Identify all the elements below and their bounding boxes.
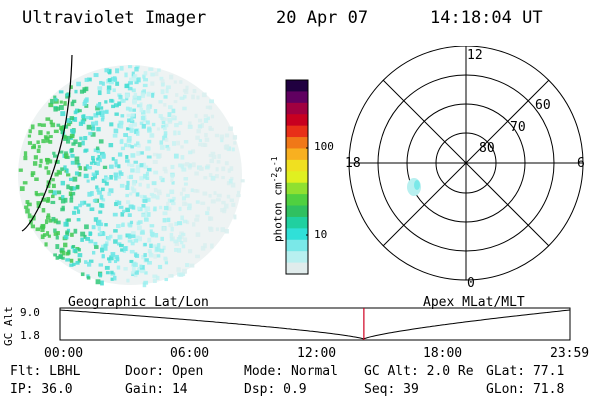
polar-label-6: 6 (577, 156, 585, 171)
timeline-xtick-1800: 18:00 (423, 346, 463, 361)
timeline-plot (59, 307, 571, 341)
colorbar-tick-10: 10 (314, 228, 328, 241)
timeline-ylabel: GC Alt (2, 306, 15, 346)
time-label: 14:18:04 UT (430, 8, 543, 28)
timeline-title-right: Apex MLat/MLT (423, 295, 525, 310)
instrument-title: Ultraviolet Imager (22, 8, 207, 28)
image-speckle (18, 65, 245, 288)
polar-label-70: 70 (510, 120, 526, 135)
timeline-xtick-0600: 06:00 (170, 346, 210, 361)
auroral-image (18, 55, 245, 288)
timeline-xtick-2359: 23:59 (550, 346, 590, 361)
polar-label-18: 18 (345, 156, 361, 171)
status-mode: Mode: Normal (244, 364, 338, 379)
timeline-frame (59, 307, 571, 341)
status-seq: Seq: 39 (364, 382, 419, 397)
polar-label-80: 80 (479, 141, 495, 156)
status-gcalt: GC Alt: 2.0 Re (364, 364, 474, 379)
timeline-xtick-0000: 00:00 (44, 346, 84, 361)
polar-grid (348, 46, 584, 281)
status-door: Door: Open (125, 364, 204, 379)
polar-label-60: 60 (535, 98, 551, 113)
timeline-xtick-1200: 12:00 (297, 346, 337, 361)
timeline-title-left: Geographic Lat/Lon (68, 295, 209, 310)
status-filter: Flt: LBHL (10, 364, 81, 379)
colorbar-gradient (286, 80, 308, 275)
colorbar (285, 79, 309, 275)
colorbar-label: photon cm-2s-1 (270, 156, 285, 242)
date-label: 20 Apr 07 (276, 8, 369, 28)
status-glat: GLat: 77.1 (486, 364, 565, 379)
polar-label-0: 0 (467, 276, 475, 291)
status-dsp: Dsp: 0.9 (244, 382, 307, 397)
altitude-curve (59, 309, 571, 340)
status-glon: GLon: 71.8 (486, 382, 565, 397)
colorbar-tick-100: 100 (314, 140, 334, 153)
status-ip: IP: 36.0 (10, 382, 73, 397)
timeline-ytick-9: 9.0 (20, 306, 40, 319)
terminator-line (21, 55, 73, 232)
timeline-ytick-1-8: 1.8 (20, 329, 40, 342)
status-gain: Gain: 14 (125, 382, 188, 397)
polar-label-12: 12 (467, 48, 483, 63)
